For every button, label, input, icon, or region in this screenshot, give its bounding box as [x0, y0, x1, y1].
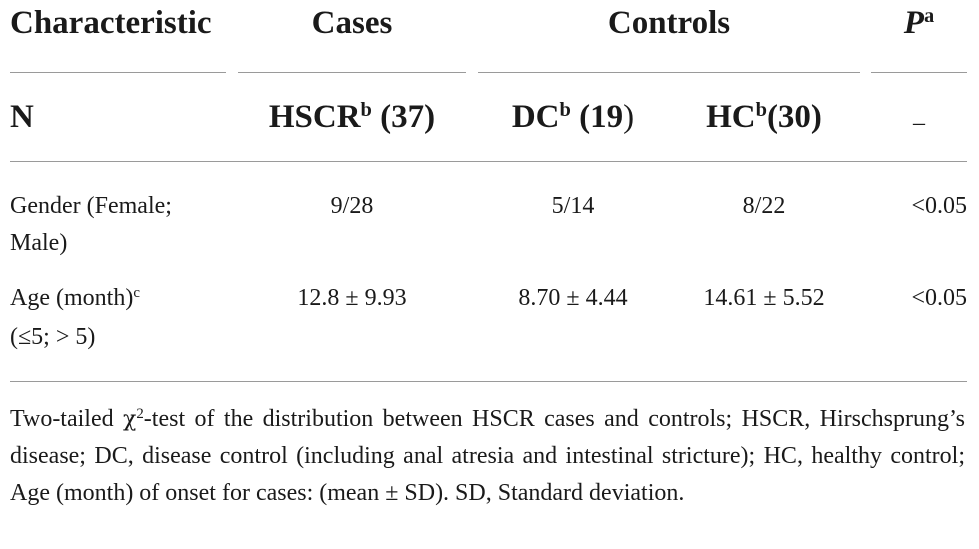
- rule-controls: [478, 72, 860, 73]
- row-age-label-line2: (≤5; > 5): [10, 324, 96, 350]
- row-gender-p: <0.05: [911, 193, 967, 219]
- header-p-label: P: [903, 5, 924, 41]
- rule-p: [871, 72, 967, 73]
- header-characteristic: Characteristic: [10, 5, 212, 41]
- header-hscr: HSCRb (37): [238, 99, 466, 136]
- row-gender-label-line1: Gender (Female;: [10, 193, 172, 219]
- header-dc-label: DC: [511, 99, 560, 135]
- rule-table-bottom: [10, 381, 967, 382]
- header-hc-label: HC: [706, 99, 756, 135]
- footnote-prefix: Two-tailed: [10, 406, 124, 432]
- row-age-label: Age (month): [10, 285, 134, 311]
- header-dc-close: ): [623, 99, 635, 135]
- header-p-dash: –: [913, 110, 925, 136]
- header-hscr-label: HSCR: [268, 99, 361, 135]
- header-hc-sup: b: [755, 98, 767, 121]
- row-age-p: <0.05: [911, 285, 967, 311]
- row-age-dc: 8.70 ± 4.44: [518, 285, 628, 311]
- row-gender-hc: 8/22: [742, 193, 786, 219]
- header-dc-sup: b: [559, 98, 571, 121]
- row-age-label-line1: Age (month)c: [10, 285, 140, 312]
- header-dc-count: (19: [570, 99, 624, 135]
- header-hscr-sup: b: [360, 98, 372, 121]
- footnote-chi-sup: 2: [136, 405, 144, 422]
- header-n: N: [10, 99, 34, 135]
- rule-cases: [238, 72, 466, 73]
- header-hc-count: (30): [766, 99, 822, 135]
- header-p-value: Pa: [871, 5, 967, 42]
- table-footnote: Two-tailed χ2-test of the distribution b…: [10, 401, 965, 512]
- rule-header-bottom: [10, 161, 967, 162]
- row-gender-dc: 5/14: [551, 193, 595, 219]
- header-dc: DCb (19): [478, 99, 668, 136]
- row-age-hscr: 12.8 ± 9.93: [297, 285, 407, 311]
- footnote-text: -test of the distribution between HSCR c…: [10, 406, 965, 506]
- header-controls: Controls: [607, 5, 731, 41]
- header-p-sup: a: [923, 4, 935, 27]
- header-hc: HCb(30): [668, 99, 860, 136]
- header-cases: Cases: [311, 5, 393, 41]
- rule-characteristic: [10, 72, 226, 73]
- header-hscr-count: (37): [371, 99, 436, 135]
- row-gender-label-line2: Male): [10, 230, 68, 256]
- row-age-hc: 14.61 ± 5.52: [703, 285, 825, 311]
- footnote-chi: χ: [123, 407, 137, 432]
- row-age-sup: c: [133, 284, 140, 301]
- row-gender-hscr: 9/28: [330, 193, 374, 219]
